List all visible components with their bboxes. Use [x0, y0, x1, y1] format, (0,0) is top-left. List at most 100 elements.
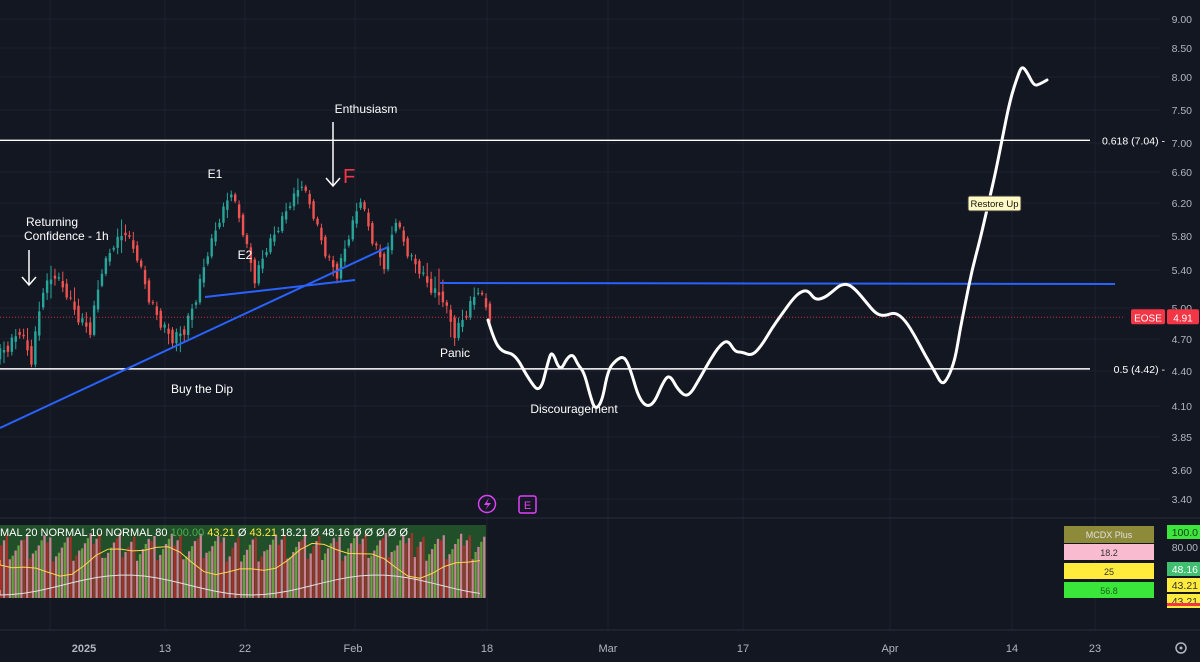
resistance-line[interactable] — [439, 282, 1116, 285]
indicator-bar — [352, 538, 356, 598]
candle-body — [186, 315, 190, 335]
candle-body — [359, 202, 362, 208]
candle-body — [386, 246, 390, 270]
mcdx-row — [1064, 582, 1154, 598]
indicator-header-value: 43.21 — [249, 527, 280, 539]
indicator-bar — [98, 533, 101, 598]
candle-body — [22, 334, 25, 337]
candle-body — [175, 332, 178, 344]
projection-path[interactable] — [486, 66, 1049, 409]
candle-body — [104, 258, 108, 274]
candle-body — [241, 214, 245, 236]
indicator-bar — [115, 538, 119, 598]
indicator-bar — [318, 535, 321, 598]
price-tick: 3.60 — [1172, 465, 1193, 477]
candle-body — [288, 206, 292, 208]
date-tick: 14 — [1006, 643, 1018, 655]
indicator-bar — [179, 535, 182, 598]
indicator-bar — [188, 551, 191, 598]
indicator-bar — [407, 538, 411, 598]
indicator-line-white — [0, 574, 481, 596]
candle-body — [300, 186, 304, 188]
indicator-bar — [266, 549, 269, 598]
candle-body — [414, 258, 417, 265]
price-tick: 5.80 — [1172, 231, 1193, 243]
indicator-bar — [474, 552, 477, 598]
indicator-bar — [159, 554, 162, 598]
date-tick: 17 — [737, 643, 749, 655]
trendline-support[interactable] — [0, 246, 389, 429]
indicator-bar — [95, 538, 98, 598]
annotation-buy-dip: Buy the Dip — [171, 382, 233, 396]
candle-body — [265, 252, 268, 256]
candle-body — [402, 230, 405, 242]
date-tick: Feb — [344, 643, 363, 655]
candle-body — [308, 193, 311, 205]
trendline-short[interactable] — [204, 279, 356, 298]
lightning-icon[interactable] — [477, 494, 497, 514]
indicator-header-value: Ø — [376, 527, 388, 539]
earnings-icon[interactable] — [518, 495, 537, 514]
indicator-bar — [277, 544, 281, 598]
indicator-bar — [376, 545, 379, 598]
indicator-bar — [260, 556, 263, 598]
candle-body — [10, 337, 14, 352]
indicator-header-value: Ø — [311, 527, 323, 539]
fib-level-label: 0.618 (7.04) - — [1102, 135, 1166, 147]
gear-icon[interactable] — [1175, 642, 1187, 654]
indicator-bar — [477, 546, 480, 598]
date-tick: 22 — [239, 643, 251, 655]
candle-body — [151, 302, 155, 304]
time-axis: 2025 13 22 Feb 18 Mar 17 Apr 14 23 — [0, 629, 1200, 655]
indicator-bar — [46, 542, 49, 598]
candle-body — [159, 310, 162, 328]
indicator-bar — [43, 535, 46, 598]
candle-body — [312, 201, 315, 219]
candle-body — [0, 348, 2, 360]
indicator-bar — [297, 541, 301, 598]
candle-body — [320, 227, 323, 241]
candle-body — [273, 234, 276, 242]
candle-body — [85, 322, 88, 327]
date-tick: 18 — [481, 643, 493, 655]
indicator-line-yellow — [0, 542, 481, 579]
indicator-bar — [92, 543, 95, 598]
indicator-bar — [410, 533, 414, 598]
indicator-bar — [295, 546, 298, 598]
indicator-bar — [49, 537, 52, 598]
arrow-down-icon-head — [21, 276, 37, 287]
candle-body — [183, 329, 186, 335]
candle-body — [277, 231, 280, 233]
candle-body — [347, 239, 351, 246]
indicator-bar — [237, 537, 240, 598]
indicator-bar — [107, 552, 110, 598]
candle-body — [445, 302, 449, 306]
price-tick: 5.40 — [1172, 265, 1193, 277]
indicator-scale-marker — [1167, 603, 1200, 606]
candle-body — [73, 301, 76, 310]
price-tick: 6.60 — [1172, 167, 1193, 179]
candle-body — [214, 230, 217, 242]
indicator-bar — [37, 545, 40, 598]
indicator-bar — [28, 558, 32, 598]
date-tick: Apr — [881, 643, 898, 655]
indicator-bar — [141, 549, 145, 598]
mcdx-row-label: 25 — [1104, 567, 1114, 577]
indicator-scale-value: 80.00 — [1172, 542, 1198, 554]
candle-body — [81, 318, 84, 323]
indicator-bar — [167, 538, 171, 598]
indicator-bar — [274, 534, 278, 598]
annotation-confidence: Confidence - 1h — [24, 229, 109, 243]
indicator-bar — [292, 552, 295, 598]
candle-body — [155, 306, 159, 315]
arrow-down-icon-head — [325, 177, 341, 188]
indicator-bar — [422, 536, 425, 598]
candle-body — [292, 193, 296, 207]
lightning-icon-glyph — [484, 498, 491, 510]
candle-body — [30, 346, 33, 365]
candle-body — [453, 317, 456, 338]
indicator-bar — [156, 560, 159, 598]
